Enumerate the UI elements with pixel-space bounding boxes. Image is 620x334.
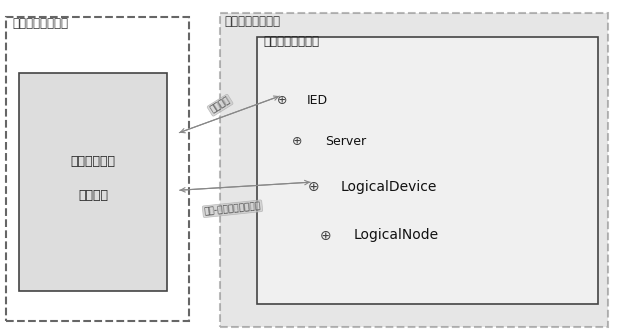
Text: ⊕: ⊕ (308, 180, 319, 194)
Text: IED: IED (307, 94, 328, 107)
Text: 就地保护装置之一: 就地保护装置之一 (224, 15, 280, 28)
Text: 站域保护控制装置: 站域保护控制装置 (12, 17, 68, 30)
Text: 装置模型: 装置模型 (78, 189, 108, 202)
Text: LogicalDevice: LogicalDevice (341, 180, 437, 194)
Text: 站域保护控制: 站域保护控制 (71, 156, 115, 168)
Text: 站域-就地装置关系映射: 站域-就地装置关系映射 (204, 201, 261, 216)
Bar (257, 37, 598, 304)
Text: 模型映射: 模型映射 (208, 96, 232, 115)
Bar (6, 17, 189, 321)
Bar (220, 13, 608, 327)
Bar (19, 73, 167, 291)
Text: Server: Server (326, 136, 366, 148)
Text: ⊕: ⊕ (293, 136, 303, 148)
Text: 就地保护装置模型: 就地保护装置模型 (264, 35, 319, 48)
Text: LogicalNode: LogicalNode (353, 228, 438, 242)
Text: ⊕: ⊕ (320, 228, 331, 242)
Text: ⊕: ⊕ (277, 94, 287, 107)
